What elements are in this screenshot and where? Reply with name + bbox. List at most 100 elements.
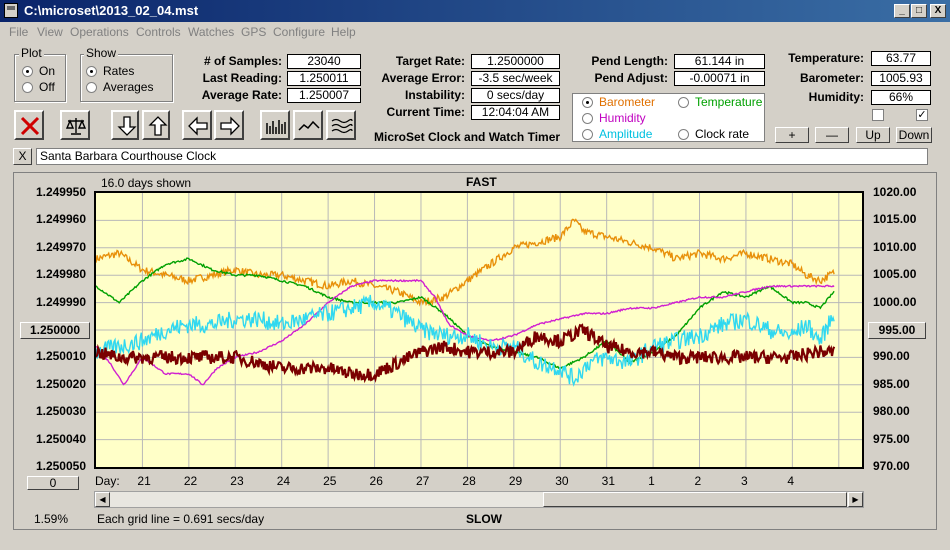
fast-label: FAST <box>466 175 497 189</box>
instability-label: Instability: <box>404 88 465 102</box>
current-time-field: 12:04:04 AM <box>471 105 560 120</box>
triangle-left-icon: ◀ <box>99 495 106 504</box>
menu-gps[interactable]: GPS <box>241 25 267 39</box>
plus-button[interactable]: + <box>775 127 809 143</box>
clock-rate-label: Clock rate <box>695 127 750 141</box>
y-right-tick-label: 1020.00 <box>873 185 917 199</box>
menu-bar: File View Operations Controls Watches GP… <box>0 22 950 42</box>
average-rate-label: Average Rate: <box>201 88 282 102</box>
x-tick-label: 27 <box>415 474 430 488</box>
sensor-radio-box <box>572 93 765 142</box>
arrow-up-icon <box>148 116 168 136</box>
y-left-tick-label: 1.250040 <box>35 431 86 446</box>
average-rate-field: 1.250007 <box>287 88 361 103</box>
minus-button[interactable]: — <box>815 127 849 143</box>
series-line-0 <box>96 218 835 307</box>
bar-chart-icon <box>266 120 286 134</box>
wave-view-button[interactable] <box>326 110 356 140</box>
right-checkbox[interactable]: ✓ <box>916 109 928 121</box>
title-bar: C:\microset\2013_02_04.mst _ □ X <box>0 0 950 22</box>
humidity-field: 66% <box>871 90 931 105</box>
x-tick-label: 29 <box>508 474 523 488</box>
scroll-left-button[interactable]: ◀ <box>95 492 110 507</box>
left-checkbox[interactable] <box>872 109 884 121</box>
clock-rate-radio[interactable] <box>678 129 689 140</box>
menu-help[interactable]: Help <box>331 25 356 39</box>
y-left-tick-label: 1.249990 <box>35 294 86 309</box>
series-line-2 <box>96 278 835 386</box>
x-tick-label: 21 <box>137 474 151 488</box>
clear-clock-button[interactable]: X <box>13 148 32 165</box>
last-reading-field: 1.250011 <box>287 71 361 86</box>
center-rate-button[interactable]: 1.250000 <box>20 322 90 339</box>
menu-controls[interactable]: Controls <box>136 25 181 39</box>
clock-name-field[interactable]: Santa Barbara Courthouse Clock <box>36 148 928 165</box>
scroll-thumb[interactable] <box>543 492 847 507</box>
plot-off-radio[interactable] <box>22 82 33 93</box>
center-baro-button[interactable]: 995.00 <box>868 322 926 339</box>
minimize-button[interactable]: _ <box>894 4 910 18</box>
scroll-right-button[interactable]: ▶ <box>848 492 863 507</box>
app-icon <box>4 3 18 18</box>
plot-off-label: Off <box>39 80 55 94</box>
plot-on-radio[interactable] <box>22 66 33 77</box>
y-right-tick-label: 985.00 <box>873 376 910 391</box>
balance-button[interactable] <box>60 110 90 140</box>
stop-button[interactable] <box>14 110 44 140</box>
barometer-stat-label: Barometer: <box>799 71 864 85</box>
x-icon <box>20 116 40 136</box>
offset-button[interactable]: 0 <box>27 476 79 490</box>
temperature-radio[interactable] <box>678 97 689 108</box>
up-button[interactable]: Up <box>856 127 890 143</box>
y-left-tick-label: 1.249960 <box>35 212 86 227</box>
humidity-radio[interactable] <box>582 113 593 124</box>
close-button[interactable]: X <box>930 4 946 18</box>
menu-configure[interactable]: Configure <box>273 25 326 39</box>
maximize-button[interactable]: □ <box>911 4 927 18</box>
show-group-title: Show <box>84 46 119 60</box>
series-line-3 <box>96 294 835 387</box>
barometer-radio[interactable] <box>582 97 593 108</box>
arrow-left-icon <box>188 116 208 136</box>
amplitude-radio[interactable] <box>582 129 593 140</box>
down-button[interactable]: Down <box>896 127 932 143</box>
y-left-tick-label: 1.249980 <box>35 267 86 282</box>
pend-adjust-label: Pend Adjust: <box>594 71 668 85</box>
arrow-down-button[interactable] <box>111 110 139 140</box>
percent-label: 1.59% <box>34 512 69 526</box>
x-tick-label: 1 <box>648 474 655 488</box>
y-right-tick-label: 975.00 <box>873 431 910 446</box>
arrow-left-button[interactable] <box>182 110 212 140</box>
samples-field: 23040 <box>287 54 361 69</box>
y-left-tick-label: 1.250030 <box>35 404 86 419</box>
plot-group-title: Plot <box>19 46 44 60</box>
show-group <box>80 54 173 102</box>
menu-watches[interactable]: Watches <box>188 25 235 39</box>
line-view-button[interactable] <box>293 110 323 140</box>
y-left-tick-label: 1.249970 <box>35 239 86 254</box>
barometer-label: Barometer <box>599 95 656 109</box>
temperature-field: 63.77 <box>871 51 931 66</box>
x-tick-label: 23 <box>230 474 244 488</box>
menu-operations[interactable]: Operations <box>70 25 129 39</box>
arrow-up-button[interactable] <box>142 110 170 140</box>
show-averages-radio[interactable] <box>86 82 97 93</box>
samples-label: # of Samples: <box>203 54 282 68</box>
app-caption: MicroSet Clock and Watch Timer <box>374 130 561 144</box>
y-right-tick-label: 1000.00 <box>873 294 917 309</box>
grid-note: Each grid line = 0.691 secs/day <box>97 512 265 526</box>
day-label: Day: <box>95 474 120 488</box>
x-tick-label: 25 <box>323 474 337 488</box>
arrow-right-button[interactable] <box>214 110 244 140</box>
chart-panel <box>13 172 937 530</box>
menu-file[interactable]: File <box>9 25 29 39</box>
bars-view-button[interactable] <box>260 110 290 140</box>
x-tick-label: 2 <box>694 474 702 488</box>
y-right-tick-label: 1005.00 <box>873 267 917 282</box>
show-rates-radio[interactable] <box>86 66 97 77</box>
menu-view[interactable]: View <box>37 25 63 39</box>
x-tick-label: 22 <box>183 474 198 488</box>
x-tick-label: 3 <box>740 474 748 488</box>
window-title: C:\microset\2013_02_04.mst <box>24 3 199 18</box>
horizontal-scrollbar[interactable]: ◀ ▶ <box>94 491 864 508</box>
